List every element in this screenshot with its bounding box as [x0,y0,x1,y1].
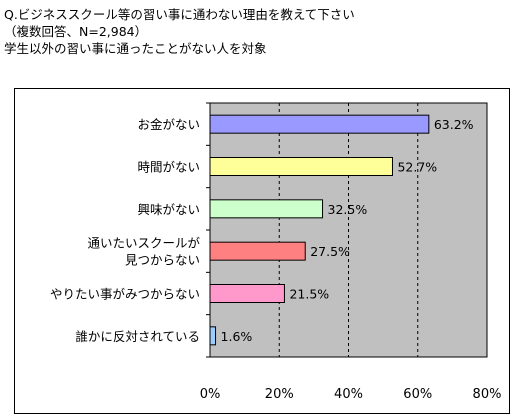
bar-4 [209,241,306,261]
data-label-4: 27.5% [310,244,350,259]
data-label-6: 1.6% [221,329,253,344]
category-label-6: 誰かに反対されている [75,329,200,344]
bar-1 [209,114,430,134]
x-tick-label-80: 80% [473,387,502,402]
category-label-3: 興味がない [137,202,200,217]
x-tick-label-20: 20% [265,387,294,402]
category-label-4-line-1: 通いたいスクールが [87,236,200,251]
bar-2 [209,157,393,176]
data-label-3: 32.5% [328,202,368,217]
chart-title: Q.ビジネススクール等の習い事に通わない理由を教えて下さい （複数回答、N=2,… [4,6,355,57]
category-label-4-line-2: 見つからない [125,253,200,268]
category-label-1: お金がない [137,117,200,132]
data-label-1: 63.2% [434,117,474,132]
category-label-2: 時間がない [137,160,200,175]
data-label-5: 21.5% [289,287,329,302]
data-label-2: 52.7% [397,160,437,175]
bar-5 [209,284,285,303]
category-label-5: やりたい事がみつからない [50,287,200,302]
title-target: 学生以外の習い事に通ったことがない人を対象 [4,41,267,56]
title-question: Q.ビジネススクール等の習い事に通わない理由を教えて下さい [4,7,355,22]
x-tick-label-40: 40% [334,387,363,402]
title-note: （複数回答、N=2,984） [4,24,148,39]
bar-3 [209,199,324,219]
x-tick-label-60: 60% [403,387,432,402]
bar-6 [209,326,217,346]
x-tick-label-0: 0% [200,387,221,402]
